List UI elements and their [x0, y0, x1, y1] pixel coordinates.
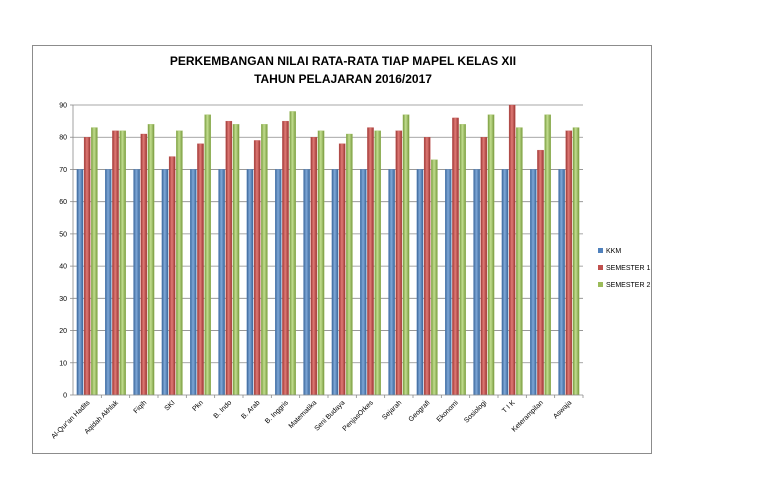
x-tick-label: Sejarah — [381, 399, 403, 421]
bar-semester-2 — [516, 127, 523, 396]
x-tick-label: Geografi — [408, 399, 432, 423]
bar-kkm — [331, 169, 339, 396]
y-tick-label: 40 — [59, 264, 67, 271]
y-tick-label: 60 — [59, 199, 67, 206]
bar-kkm — [388, 169, 395, 396]
bar-semester-2 — [402, 114, 410, 396]
bar-semester-1 — [423, 137, 431, 396]
bar-semester-2 — [176, 130, 183, 396]
bar-kkm — [445, 169, 452, 396]
x-tick-label: Ekonomi — [436, 399, 461, 424]
bar-semester-1 — [452, 117, 459, 396]
bar-semester-2 — [261, 124, 268, 396]
bar-semester-1 — [140, 133, 148, 396]
bar-semester-1 — [112, 130, 119, 396]
bar-chart: PERKEMBANGAN NILAI RATA-RATA TIAP MAPEL … — [50, 54, 650, 441]
chart-title-line-2: TAHUN PELAJARAN 2016/2017 — [254, 72, 432, 86]
y-tick-label: 0 — [63, 393, 67, 400]
bar-semester-2 — [346, 133, 353, 396]
x-tick-label: Pkn — [191, 399, 205, 413]
bar-semester-2 — [431, 159, 438, 396]
bar-semester-1 — [565, 130, 573, 396]
bar-kkm — [360, 169, 367, 396]
bar-kkm — [473, 169, 480, 396]
bar-semester-2 — [459, 124, 466, 396]
bar-semester-1 — [253, 140, 261, 396]
bar-semester-1 — [338, 143, 346, 396]
x-tick-label: SKI — [164, 399, 177, 412]
bar-semester-1 — [225, 120, 233, 396]
bar-semester-2 — [487, 114, 495, 396]
bar-semester-1 — [367, 127, 374, 396]
bar-kkm — [133, 169, 140, 396]
y-tick-label: 90 — [59, 103, 67, 110]
bar-semester-2 — [91, 127, 98, 396]
x-tick-label: Sosiologi — [463, 399, 488, 424]
bar-semester-2 — [374, 130, 381, 396]
bar-kkm — [218, 169, 225, 396]
bar-kkm — [275, 169, 282, 396]
bar-semester-2 — [232, 124, 240, 396]
bar-semester-1 — [282, 120, 289, 396]
legend-swatch — [598, 282, 603, 287]
bar-kkm — [416, 169, 424, 396]
x-tick-label: B. Arab — [240, 399, 261, 420]
bar-semester-2 — [147, 124, 155, 396]
bar-kkm — [303, 169, 310, 396]
legend-label: KKM — [606, 248, 621, 255]
x-tick-label: Aswaja — [552, 399, 573, 420]
chart-title-line-1: PERKEMBANGAN NILAI RATA-RATA TIAP MAPEL … — [170, 54, 516, 68]
bar-semester-1 — [168, 156, 176, 396]
grid-layer — [73, 104, 583, 364]
bar-semester-1 — [197, 143, 204, 396]
x-tick-label: T I K — [501, 399, 517, 415]
bar-kkm — [76, 169, 84, 396]
bars-layer — [76, 104, 580, 396]
bar-semester-1 — [83, 137, 91, 396]
bar-semester-2 — [317, 130, 325, 396]
x-tick-label: B. Indo — [213, 399, 234, 420]
legend-swatch — [598, 265, 603, 270]
bar-kkm — [105, 169, 112, 396]
y-tick-label: 80 — [59, 135, 67, 142]
y-tick-label: 70 — [59, 167, 67, 174]
bar-kkm — [530, 169, 537, 396]
bar-semester-2 — [204, 114, 211, 396]
bar-semester-2 — [119, 130, 126, 396]
bar-semester-2 — [572, 127, 580, 396]
bar-semester-1 — [310, 137, 318, 396]
bar-kkm — [558, 169, 565, 396]
y-tick-label: 10 — [59, 360, 67, 367]
bar-semester-1 — [395, 130, 403, 396]
legend-swatch — [598, 248, 603, 253]
y-tick-label: 30 — [59, 296, 67, 303]
bar-kkm — [161, 169, 169, 396]
chart-frame: PERKEMBANGAN NILAI RATA-RATA TIAP MAPEL … — [32, 45, 652, 454]
bar-kkm — [190, 169, 197, 396]
legend-label: SEMESTER 2 — [606, 282, 650, 289]
x-tick-label: PenjasOrkes — [342, 399, 376, 433]
y-tick-label: 20 — [59, 328, 67, 335]
bar-semester-1 — [480, 137, 488, 396]
bar-kkm — [501, 169, 509, 396]
x-tick-label: B. Inggris — [264, 399, 290, 425]
bar-kkm — [246, 169, 254, 396]
bar-semester-1 — [508, 104, 516, 396]
x-tick-label: Matematika — [288, 399, 319, 430]
bar-semester-1 — [537, 149, 544, 396]
legend-label: SEMESTER 1 — [606, 265, 650, 272]
y-tick-label: 50 — [59, 231, 67, 238]
bar-semester-2 — [544, 114, 551, 396]
x-tick-label: Fiqih — [133, 399, 149, 415]
bar-semester-2 — [289, 111, 296, 396]
legend: KKM SEMESTER 1 SEMESTER 2 — [598, 248, 650, 289]
